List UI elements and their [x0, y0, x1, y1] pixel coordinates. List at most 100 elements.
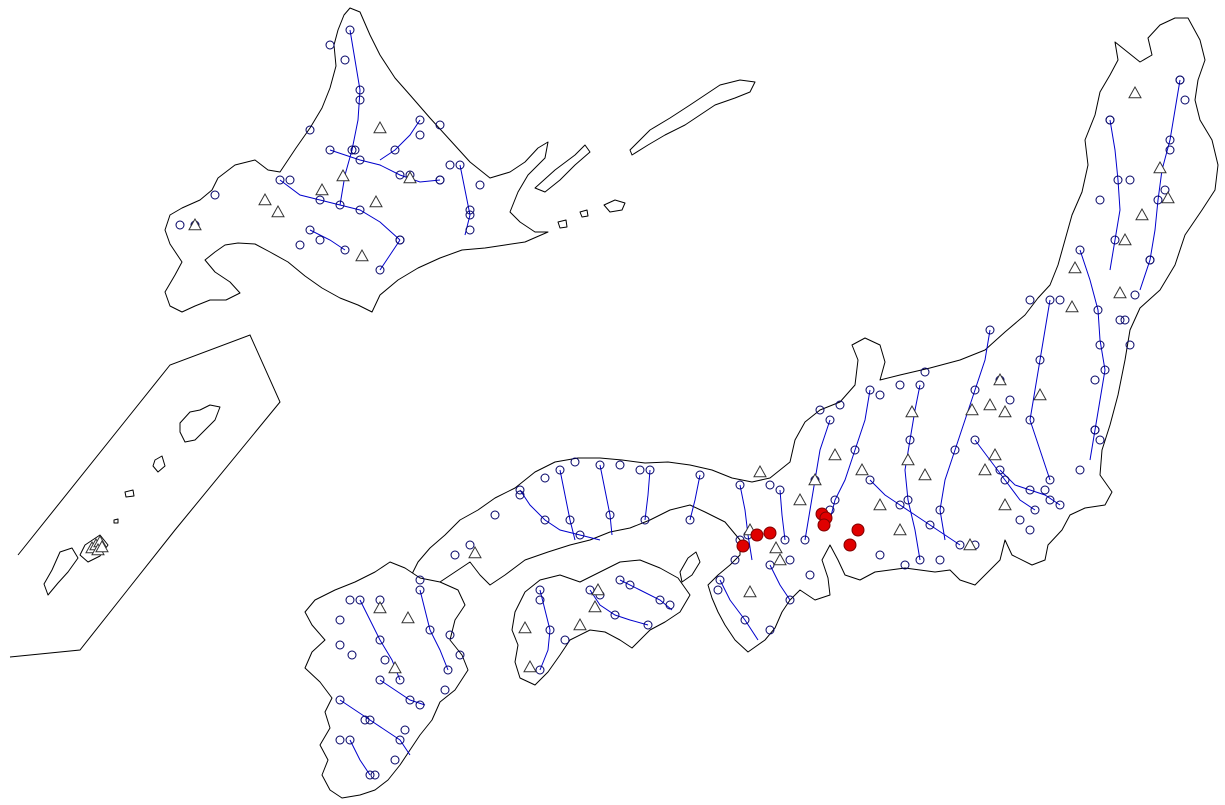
gauge-station	[785, 595, 795, 605]
site-triangle	[336, 168, 350, 182]
river	[644, 469, 651, 521]
gauge-station	[1025, 525, 1035, 535]
gauge-station	[445, 630, 455, 640]
gauge-station	[1045, 295, 1055, 305]
river	[559, 469, 576, 541]
gauge-station	[905, 435, 915, 445]
gauge-station	[395, 235, 405, 245]
gauge-station	[443, 665, 453, 675]
gauge-station	[435, 120, 445, 130]
site-triangle	[518, 620, 532, 634]
river	[589, 589, 649, 626]
gauge-station	[210, 190, 220, 200]
gauge-station	[1095, 435, 1105, 445]
gauge-station	[1005, 395, 1015, 405]
gauge-station	[1095, 195, 1105, 205]
gauge-station	[465, 540, 475, 550]
gauge-station	[800, 535, 810, 545]
gauge-station	[175, 220, 185, 230]
gauge-station	[895, 380, 905, 390]
gauge-station	[400, 725, 410, 735]
gauge-station	[1145, 255, 1155, 265]
gauge-station	[875, 390, 885, 400]
site-triangle	[901, 452, 915, 466]
site-triangle	[1033, 387, 1047, 401]
gauge-station	[995, 465, 1005, 475]
ryukyu-islands	[43, 404, 221, 596]
gauge-station	[695, 470, 705, 480]
gauge-station	[785, 555, 795, 565]
site-triangle	[988, 447, 1002, 461]
gauge-station	[595, 460, 605, 470]
gauge-station	[445, 160, 455, 170]
site-triangle	[1128, 85, 1142, 99]
site-triangle	[793, 492, 807, 506]
site-triangle-cyan	[388, 660, 402, 674]
gauge-station	[1075, 245, 1085, 255]
gauge-station	[347, 650, 357, 660]
gauge-station	[915, 380, 925, 390]
river	[719, 579, 759, 641]
site-triangle	[753, 464, 767, 478]
gauge-station	[285, 175, 295, 185]
gauge-station	[935, 555, 945, 565]
gauge-station	[565, 515, 575, 525]
highlight-markers	[736, 507, 865, 553]
site-triangle	[369, 194, 383, 208]
gauge-station	[375, 675, 385, 685]
gauge-station	[355, 155, 365, 165]
site-triangle	[743, 584, 757, 598]
gauge-station	[1100, 365, 1110, 375]
gauge-station	[380, 655, 390, 665]
gauge-station	[1093, 305, 1103, 315]
gauge-station	[375, 265, 385, 275]
gauge-station	[1090, 375, 1100, 385]
gauge-station	[415, 130, 425, 140]
site-triangle	[808, 472, 822, 486]
gauge-station	[515, 490, 525, 500]
site-triangle	[373, 120, 387, 134]
gauge-station	[1095, 340, 1105, 350]
river	[1109, 119, 1121, 271]
river	[869, 479, 961, 546]
gauge-station	[645, 465, 655, 475]
okinawa-inset-frame	[9, 334, 281, 658]
gauge-station	[915, 555, 925, 565]
gauge-station	[555, 465, 565, 475]
gauge-station	[1035, 355, 1045, 365]
gauge-station	[305, 125, 315, 135]
site-markers	[85, 85, 1175, 674]
gauge-station	[1075, 465, 1085, 475]
gauge-station	[835, 400, 845, 410]
highlight-circle	[750, 528, 764, 542]
gauge-station	[1025, 295, 1035, 305]
river	[1079, 249, 1106, 461]
gauge-station	[465, 225, 475, 235]
site-triangle	[373, 600, 387, 614]
gauge-station	[985, 325, 995, 335]
river	[739, 484, 753, 561]
gauge-station	[655, 595, 665, 605]
gauge-station	[345, 25, 355, 35]
river	[1029, 299, 1051, 481]
site-triangle	[355, 248, 369, 262]
gauge-station	[920, 367, 930, 377]
gauge-station	[825, 415, 835, 425]
site-triangle	[773, 552, 787, 566]
gauge-station	[1105, 115, 1115, 125]
gauge-station	[765, 625, 775, 635]
gauge-station	[875, 550, 885, 560]
gauge-station	[535, 585, 545, 595]
gauge-station	[635, 465, 645, 475]
gauge-station	[925, 520, 935, 530]
gauge-station	[390, 145, 400, 155]
gauge-station	[335, 640, 345, 650]
gauge-station	[1000, 475, 1010, 485]
site-triangle	[403, 170, 417, 184]
gauge-station	[355, 595, 365, 605]
site-triangle	[1161, 190, 1175, 204]
gauge-station	[455, 160, 465, 170]
site-triangle	[1113, 285, 1127, 299]
gauge-station	[585, 585, 595, 595]
site-triangle	[873, 497, 887, 511]
